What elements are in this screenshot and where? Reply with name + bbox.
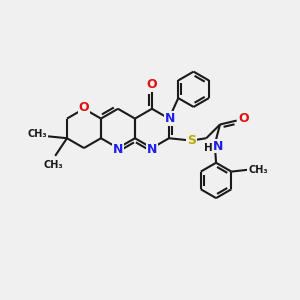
Text: N: N <box>113 142 123 155</box>
Text: S: S <box>187 134 196 147</box>
Text: N: N <box>165 112 175 125</box>
Text: N: N <box>213 140 223 153</box>
Text: H: H <box>204 143 213 153</box>
Text: CH₃: CH₃ <box>44 160 63 170</box>
Text: CH₃: CH₃ <box>28 129 47 139</box>
Text: O: O <box>147 78 157 91</box>
Text: O: O <box>238 112 249 125</box>
Text: N: N <box>147 142 157 155</box>
Text: CH₃: CH₃ <box>248 165 268 175</box>
Text: O: O <box>79 101 89 114</box>
